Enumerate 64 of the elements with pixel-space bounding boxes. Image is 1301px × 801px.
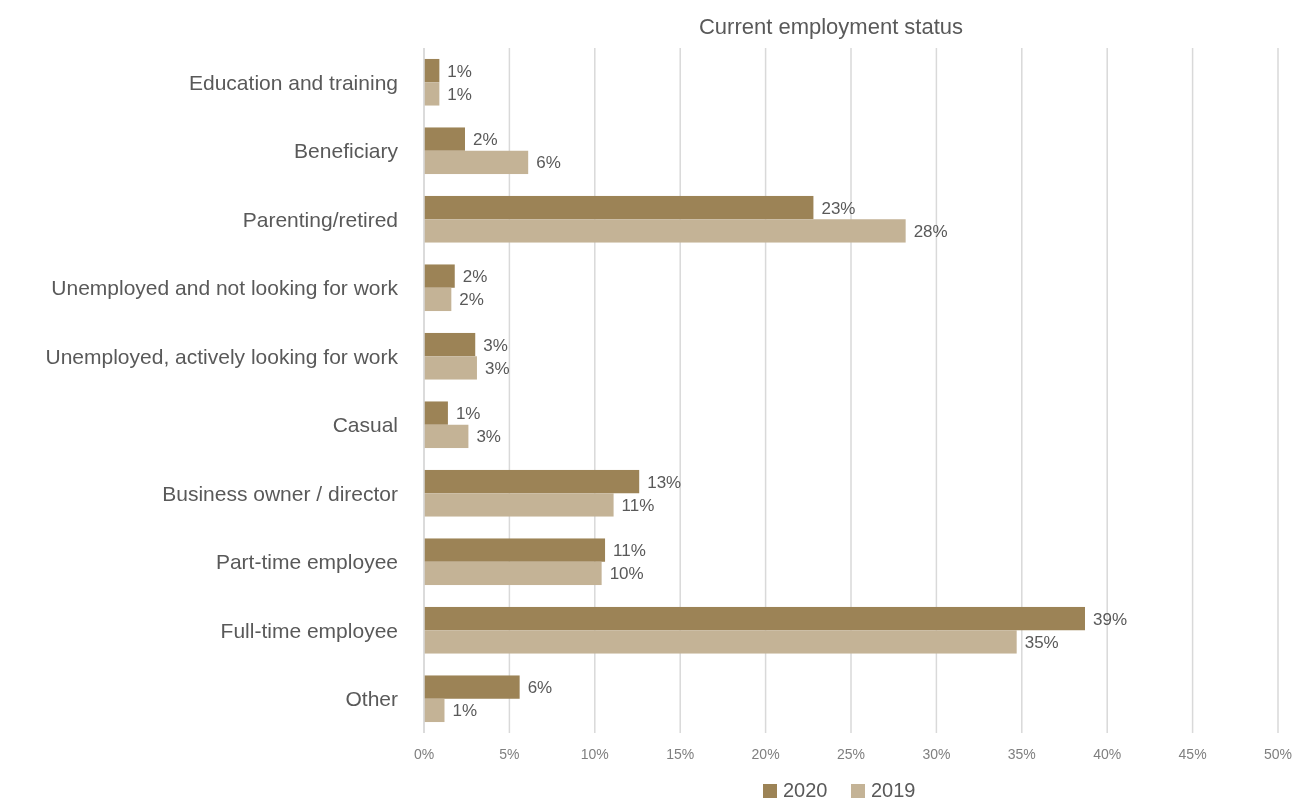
y-tick-label: Unemployed, actively looking for work <box>45 344 399 368</box>
data-label: 2% <box>459 290 484 310</box>
x-tick-label: 20% <box>751 746 780 762</box>
y-tick-label: Full-time employee <box>220 618 398 642</box>
y-tick-label: Business owner / director <box>162 481 398 505</box>
data-label: 3% <box>483 335 508 355</box>
bar <box>424 538 606 562</box>
bar <box>424 356 477 380</box>
x-tick-label: 40% <box>1093 746 1122 762</box>
y-tick-label: Education and training <box>189 70 398 94</box>
x-tick-label: 45% <box>1178 746 1207 762</box>
bar <box>424 401 448 425</box>
y-tick-label: Unemployed and not looking for work <box>51 276 399 300</box>
bar <box>424 127 465 151</box>
data-label: 10% <box>609 564 644 584</box>
bar <box>424 82 440 106</box>
data-label: 1% <box>452 701 478 721</box>
bar <box>424 219 906 243</box>
y-tick-label: Part-time employee <box>215 550 398 574</box>
bar <box>424 630 1017 654</box>
x-tick-label: 5% <box>499 746 520 762</box>
bar <box>424 332 476 357</box>
data-label: 28% <box>913 221 948 241</box>
bar <box>424 150 529 175</box>
data-label: 6% <box>536 153 561 173</box>
x-tick-label: 25% <box>836 746 866 762</box>
data-label: 11% <box>621 495 655 515</box>
x-tick-label: 10% <box>580 746 609 762</box>
bar <box>424 675 520 699</box>
bar <box>424 606 1085 631</box>
bar <box>424 58 440 83</box>
y-tick-label: Beneficiary <box>294 139 399 163</box>
y-tick-label: Casual <box>332 413 398 437</box>
data-label: 2% <box>472 130 498 150</box>
bar <box>424 561 602 586</box>
bar <box>424 469 640 494</box>
chart-title: Current employment status <box>698 14 964 39</box>
data-label: 1% <box>447 61 472 81</box>
bar <box>424 195 814 220</box>
bar <box>424 424 469 449</box>
data-label: 6% <box>527 678 553 698</box>
y-tick-label: Other <box>345 687 398 711</box>
data-label: 1% <box>447 84 472 104</box>
bar <box>424 264 455 288</box>
x-tick-label: 35% <box>1007 746 1036 762</box>
data-label: 1% <box>455 404 481 424</box>
legend-label: 2020 <box>783 779 828 801</box>
data-label: 2% <box>462 267 488 287</box>
y-tick-label: Parenting/retired <box>242 207 398 231</box>
x-tick-label: 50% <box>1263 746 1293 762</box>
data-label: 11% <box>613 541 646 561</box>
data-label: 23% <box>821 198 856 218</box>
data-label: 39% <box>1093 609 1128 629</box>
data-label: 3% <box>476 427 501 447</box>
x-tick-label: 30% <box>922 746 951 762</box>
bar <box>424 493 614 517</box>
x-tick-label: 0% <box>413 746 435 762</box>
legend-label: 2019 <box>871 779 916 801</box>
bar <box>424 698 445 723</box>
data-label: 35% <box>1024 632 1059 652</box>
data-label: 13% <box>647 472 682 492</box>
data-label: 3% <box>484 358 510 378</box>
bar <box>424 287 452 312</box>
x-tick-label: 15% <box>666 746 695 762</box>
